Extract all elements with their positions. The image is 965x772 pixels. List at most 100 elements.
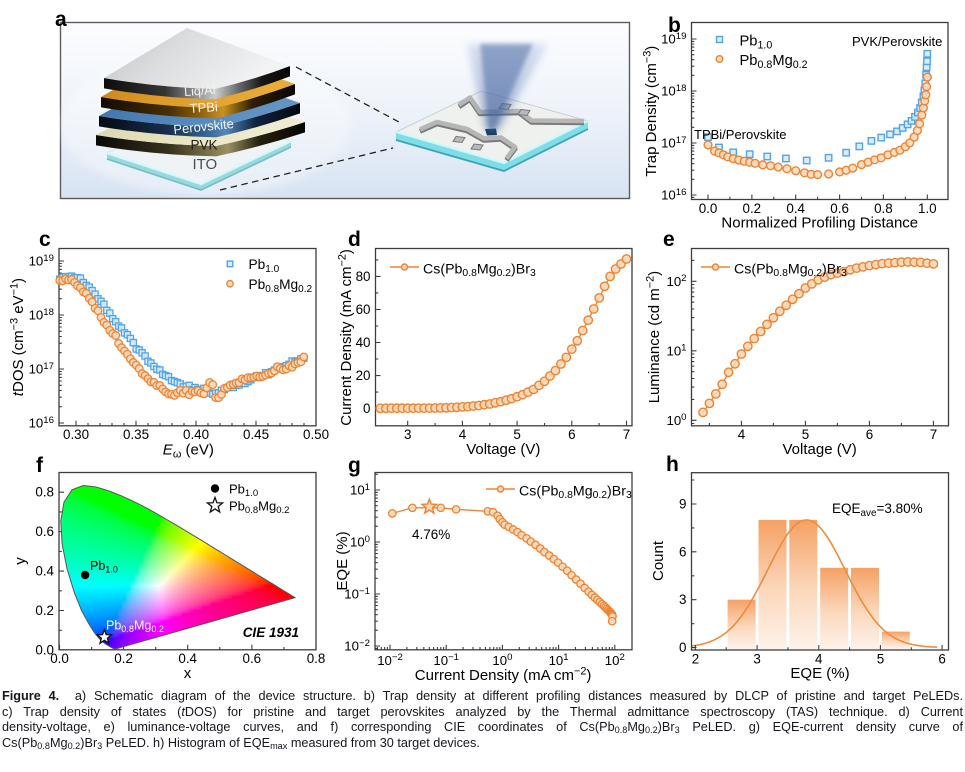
svg-text:100: 100 <box>667 412 687 428</box>
svg-text:f: f <box>36 454 44 477</box>
svg-text:Pb1.0: Pb1.0 <box>740 34 773 52</box>
svg-text:10−1: 10−1 <box>344 586 370 602</box>
svg-text:6: 6 <box>568 427 575 442</box>
svg-text:Trap Density (cm−3): Trap Density (cm−3) <box>642 46 660 177</box>
svg-text:10−2: 10−2 <box>377 652 403 668</box>
svg-text:0.40: 0.40 <box>183 427 209 442</box>
svg-text:Pb0.8Mg0.2: Pb0.8Mg0.2 <box>229 499 289 517</box>
svg-text:EQE (%): EQE (%) <box>334 531 351 590</box>
svg-text:Pb1.0: Pb1.0 <box>249 257 280 275</box>
svg-text:6: 6 <box>866 427 873 442</box>
svg-text:h: h <box>666 453 679 476</box>
svg-text:0.8: 0.8 <box>35 485 54 500</box>
svg-text:6: 6 <box>679 544 686 559</box>
svg-text:Perovskite: Perovskite <box>173 116 235 137</box>
svg-text:5: 5 <box>877 651 884 666</box>
svg-text:Eω (eV): Eω (eV) <box>163 441 214 460</box>
svg-text:3: 3 <box>679 592 686 607</box>
svg-text:1018: 1018 <box>29 307 54 323</box>
svg-text:b: b <box>668 14 681 37</box>
svg-text:Current Density (mA cm−2): Current Density (mA cm−2) <box>415 665 592 683</box>
svg-text:0.30: 0.30 <box>63 427 89 442</box>
svg-text:Liq/Al: Liq/Al <box>184 83 216 99</box>
svg-text:9: 9 <box>679 497 686 512</box>
svg-text:1018: 1018 <box>661 83 686 99</box>
svg-text:PVK/Perovskite: PVK/Perovskite <box>852 34 942 49</box>
svg-text:80: 80 <box>356 269 371 284</box>
svg-text:0.6: 0.6 <box>35 524 54 539</box>
svg-text:4: 4 <box>815 651 823 666</box>
svg-text:Pb0.8Mg0.2: Pb0.8Mg0.2 <box>249 277 313 295</box>
svg-text:0.2: 0.2 <box>114 651 133 666</box>
svg-text:0.45: 0.45 <box>243 427 269 442</box>
svg-text:Pb0.8Mg0.2: Pb0.8Mg0.2 <box>106 618 164 634</box>
svg-text:0.0: 0.0 <box>699 201 718 216</box>
svg-text:0.50: 0.50 <box>303 427 329 442</box>
svg-text:e: e <box>663 228 675 251</box>
svg-text:1016: 1016 <box>661 187 686 203</box>
svg-text:10−1: 10−1 <box>433 652 459 668</box>
svg-text:Cs(Pb0.8Mg0.2)Br3: Cs(Pb0.8Mg0.2)Br3 <box>423 261 536 279</box>
svg-text:20: 20 <box>356 368 371 383</box>
svg-text:4.76%: 4.76% <box>412 527 450 542</box>
svg-text:0.6: 0.6 <box>830 201 849 216</box>
svg-text:a: a <box>55 8 67 31</box>
svg-text:102: 102 <box>605 652 625 668</box>
svg-text:1019: 1019 <box>29 253 54 269</box>
svg-text:0.2: 0.2 <box>743 201 762 216</box>
svg-text:0.4: 0.4 <box>786 201 805 216</box>
svg-text:0.2: 0.2 <box>35 603 54 618</box>
svg-text:3: 3 <box>753 651 760 666</box>
svg-text:0.4: 0.4 <box>178 651 197 666</box>
svg-text:0.6: 0.6 <box>243 651 262 666</box>
svg-text:0.8: 0.8 <box>307 651 326 666</box>
svg-text:c: c <box>39 228 51 251</box>
svg-text:EQEave=3.80%: EQEave=3.80% <box>832 501 923 519</box>
svg-text:0.0: 0.0 <box>50 651 69 666</box>
svg-text:0.4: 0.4 <box>35 564 54 579</box>
svg-text:EQE (%): EQE (%) <box>790 665 849 682</box>
svg-text:Pb1.0: Pb1.0 <box>90 559 118 575</box>
svg-text:0.0: 0.0 <box>35 643 54 658</box>
svg-text:Pb1.0: Pb1.0 <box>229 482 258 500</box>
svg-text:CIE 1931: CIE 1931 <box>243 625 299 640</box>
svg-text:6: 6 <box>938 651 945 666</box>
svg-text:Luminance (cd m−2): Luminance (cd m−2) <box>645 271 663 403</box>
svg-text:1017: 1017 <box>29 361 54 377</box>
svg-text:TPBi/Perovskite: TPBi/Perovskite <box>694 127 786 142</box>
svg-text:4: 4 <box>738 427 746 442</box>
svg-text:Count: Count <box>650 540 667 581</box>
svg-text:40: 40 <box>356 335 371 350</box>
svg-text:7: 7 <box>623 427 630 442</box>
svg-text:1019: 1019 <box>661 31 686 47</box>
svg-text:3: 3 <box>404 427 411 442</box>
svg-text:1016: 1016 <box>29 415 54 431</box>
svg-text:PVK: PVK <box>191 138 218 153</box>
svg-text:100: 100 <box>350 534 370 550</box>
svg-text:1.0: 1.0 <box>918 201 937 216</box>
svg-text:Pb0.8Mg0.2: Pb0.8Mg0.2 <box>740 53 808 71</box>
svg-text:100: 100 <box>492 652 512 668</box>
svg-text:5: 5 <box>802 427 809 442</box>
svg-text:Voltage (V): Voltage (V) <box>783 441 857 458</box>
svg-text:Cs(Pb0.8Mg0.2)Br3: Cs(Pb0.8Mg0.2)Br3 <box>734 261 847 279</box>
svg-text:TPBi: TPBi <box>189 99 218 116</box>
svg-text:0: 0 <box>363 401 370 416</box>
svg-text:d: d <box>348 228 361 251</box>
svg-text:Voltage (V): Voltage (V) <box>466 441 540 458</box>
svg-text:2: 2 <box>692 651 699 666</box>
svg-text:0.8: 0.8 <box>874 201 893 216</box>
svg-text:10−2: 10−2 <box>344 638 370 654</box>
svg-text:101: 101 <box>667 343 687 359</box>
svg-text:ITO: ITO <box>193 156 218 173</box>
svg-text:7: 7 <box>930 427 937 442</box>
svg-text:0: 0 <box>679 640 686 655</box>
svg-text:5: 5 <box>513 427 520 442</box>
svg-text:y: y <box>12 557 29 565</box>
svg-text:1017: 1017 <box>661 135 686 151</box>
svg-text:0.35: 0.35 <box>123 427 149 442</box>
svg-text:101: 101 <box>549 652 569 668</box>
svg-text:g: g <box>348 454 361 477</box>
svg-text:101: 101 <box>350 482 370 498</box>
svg-text:Normalized Profiling Distance: Normalized Profiling Distance <box>721 215 918 232</box>
